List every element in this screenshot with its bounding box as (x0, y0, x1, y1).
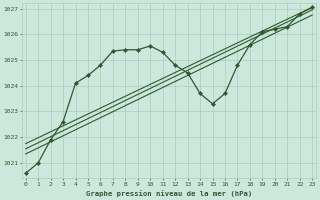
X-axis label: Graphe pression niveau de la mer (hPa): Graphe pression niveau de la mer (hPa) (86, 190, 252, 197)
